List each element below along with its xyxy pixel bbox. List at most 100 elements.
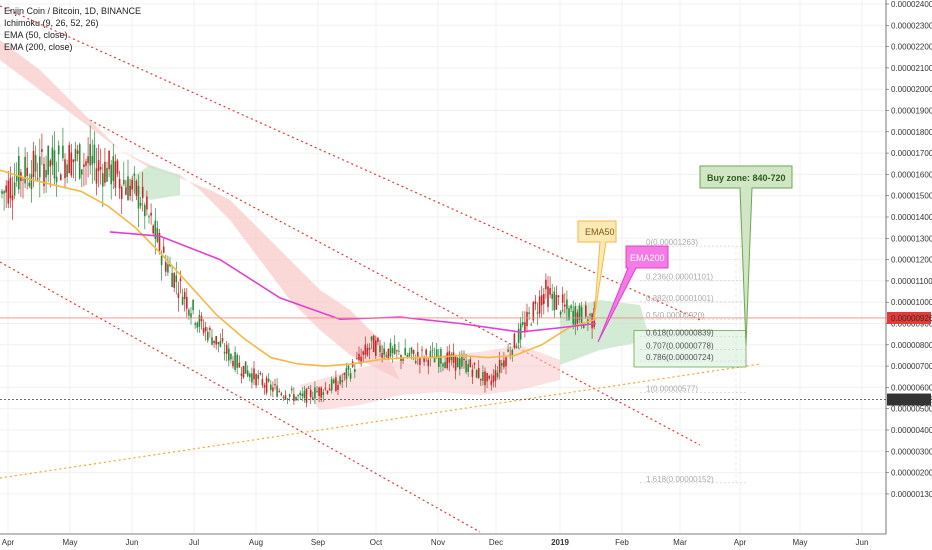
candle-body bbox=[421, 349, 423, 351]
candle-body bbox=[123, 179, 125, 184]
candle-body bbox=[480, 378, 482, 381]
candle-body bbox=[404, 347, 406, 356]
x-tick-label: 2019 bbox=[551, 538, 569, 547]
candle-body bbox=[53, 150, 56, 179]
candle-body bbox=[232, 360, 234, 367]
y-tick-label: 0.00002300 bbox=[891, 21, 932, 30]
candle-body bbox=[366, 347, 369, 356]
candle-body bbox=[406, 355, 409, 358]
legend-ema200: EMA (200, close) bbox=[4, 42, 73, 52]
candle-body bbox=[102, 173, 104, 187]
candle-body bbox=[230, 353, 232, 360]
candle-body bbox=[274, 384, 276, 386]
candle-body bbox=[517, 328, 520, 344]
candle-body bbox=[194, 323, 196, 325]
candle-body bbox=[484, 371, 486, 386]
fib-level-label: 1.618(0.00000152) bbox=[646, 475, 714, 484]
candle-body bbox=[211, 337, 213, 345]
candle-body bbox=[482, 372, 484, 381]
candle-body bbox=[66, 164, 68, 178]
y-tick-label: 0.00001800 bbox=[891, 128, 932, 137]
candle-body bbox=[555, 294, 558, 310]
candle-body bbox=[429, 350, 432, 358]
candle-body bbox=[515, 346, 518, 348]
candle-body bbox=[249, 373, 251, 378]
candle-body bbox=[236, 354, 238, 368]
candle-body bbox=[141, 186, 144, 199]
candle-body bbox=[246, 370, 249, 377]
candle-body bbox=[469, 359, 472, 367]
candle-body bbox=[114, 161, 117, 188]
candle-body bbox=[314, 387, 316, 399]
buy-zone-callout: Buy zone: 840-720 bbox=[707, 173, 786, 183]
candle-body bbox=[39, 156, 41, 178]
candle-body bbox=[28, 182, 31, 187]
candle-body bbox=[179, 278, 182, 282]
candle-body bbox=[282, 397, 285, 399]
candle-body bbox=[83, 164, 85, 168]
candle-body bbox=[511, 349, 514, 357]
fib-retracement: 0(0.00001263) 0.236(0.00001101) 0.382(0.00… bbox=[633, 238, 747, 484]
candle-body bbox=[526, 311, 528, 327]
candle-body bbox=[186, 296, 188, 309]
x-tick-label: Apr bbox=[2, 538, 15, 547]
y-tick-label: 0.00000800 bbox=[891, 341, 932, 350]
candle-body bbox=[209, 327, 211, 330]
legend-title: Enjin Coin / Bitcoin, 1D, BINANCE bbox=[4, 6, 142, 16]
candle-body bbox=[202, 328, 205, 333]
ema50-line bbox=[0, 169, 597, 367]
candle-body bbox=[454, 355, 457, 371]
candle-body bbox=[293, 393, 295, 401]
candle-body bbox=[522, 322, 524, 325]
candle-body bbox=[272, 387, 274, 392]
candle-body bbox=[133, 173, 136, 176]
candle-body bbox=[318, 387, 320, 396]
candle-body bbox=[408, 352, 411, 357]
candle-body bbox=[431, 349, 434, 351]
candle-body bbox=[280, 393, 283, 396]
candle-body bbox=[131, 179, 133, 190]
candle-body bbox=[253, 368, 255, 380]
candle-body bbox=[223, 351, 226, 354]
candle-body bbox=[396, 350, 398, 352]
candle-body bbox=[379, 345, 381, 353]
candle-body bbox=[45, 169, 47, 178]
candle-body bbox=[477, 368, 480, 378]
candle-body bbox=[488, 375, 490, 379]
candle-body bbox=[160, 255, 163, 266]
candle-body bbox=[18, 155, 20, 190]
candle-body bbox=[307, 387, 310, 389]
candle-body bbox=[582, 323, 585, 329]
candle-body bbox=[261, 379, 264, 386]
candle-body bbox=[501, 363, 503, 366]
candle-body bbox=[60, 174, 62, 181]
candle-body bbox=[417, 351, 419, 357]
candle-body bbox=[263, 385, 266, 388]
candle-body bbox=[297, 395, 299, 397]
fib-level-label: 1(0.00000577) bbox=[646, 384, 698, 393]
candle-body bbox=[137, 185, 140, 209]
candle-body bbox=[177, 293, 180, 298]
candle-body bbox=[43, 163, 45, 187]
candle-body bbox=[139, 202, 142, 206]
candle-body bbox=[78, 144, 81, 179]
current-price-tag-text: 0.00000926 bbox=[891, 314, 932, 323]
candle-body bbox=[173, 272, 175, 288]
callouts: EMA50 EMA200 Buy zone: 840-720 bbox=[577, 165, 793, 346]
candle-body bbox=[299, 392, 301, 395]
candle-body bbox=[452, 352, 455, 363]
candle-body bbox=[34, 155, 37, 172]
candle-body bbox=[127, 176, 129, 201]
y-tick-label: 0.00000900 bbox=[891, 320, 932, 329]
candle-body bbox=[97, 160, 100, 172]
candle-body bbox=[240, 373, 243, 376]
candle-body bbox=[242, 365, 245, 378]
y-tick-label: 0.00002200 bbox=[891, 43, 932, 52]
candle-body bbox=[557, 295, 560, 298]
fib-level-label: 0.236(0.00001101) bbox=[646, 273, 713, 282]
candle-body bbox=[278, 391, 280, 393]
candle-body bbox=[284, 395, 287, 399]
support-price-tag-text: 0.00000543 bbox=[891, 396, 932, 405]
x-axis: Apr May Jun Jul Aug Sep Oct Nov Dec 2019 Feb Mar Apr… bbox=[0, 533, 886, 547]
